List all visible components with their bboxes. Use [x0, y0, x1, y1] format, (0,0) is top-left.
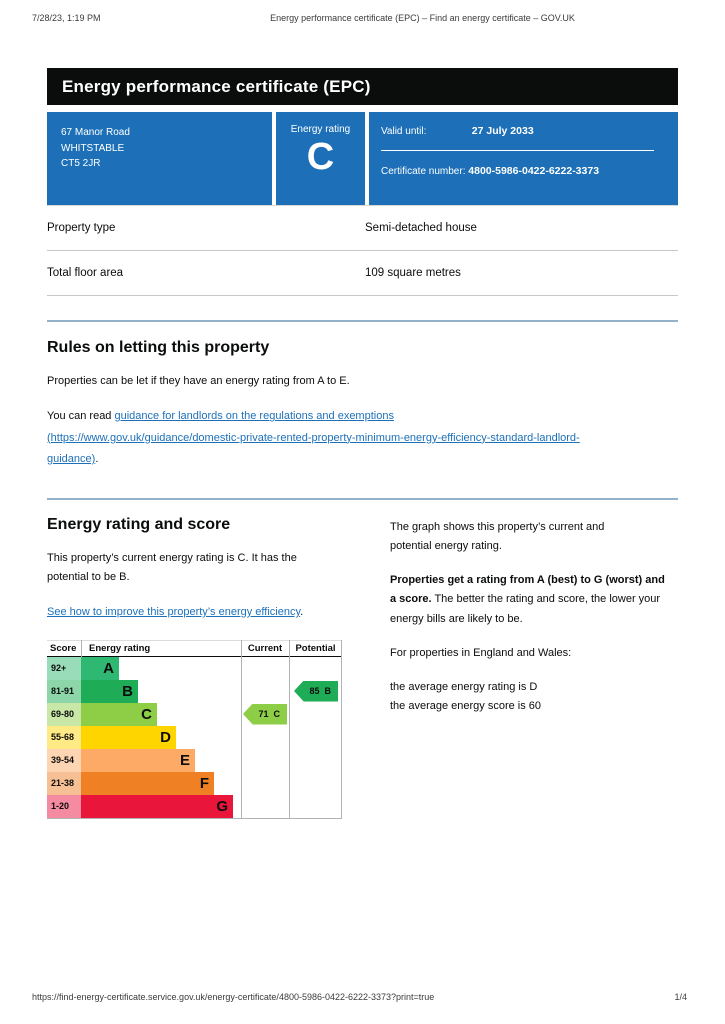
- rating-summary: This property’s current energy rating is…: [47, 551, 297, 583]
- epc-score-range: 81-91: [47, 679, 81, 703]
- rating-section-heading: Energy rating and score: [47, 515, 231, 533]
- epc-band-letter: F: [199, 774, 209, 792]
- epc-band-letter: G: [216, 797, 228, 815]
- epc-band-bar: C: [81, 702, 157, 726]
- page-title: Energy performance certificate (EPC): [62, 76, 371, 96]
- rules-heading: Rules on letting this property: [47, 339, 270, 356]
- epc-rating-chart: Score Energy rating Current Potential 92…: [47, 639, 342, 819]
- floor-area-value: 109 square metres: [365, 267, 461, 279]
- valid-until-date: 27 July 2033: [471, 125, 534, 137]
- epc-band-bar: F: [81, 771, 214, 795]
- epc-band-row-g: 1-20 G: [47, 794, 342, 818]
- epc-band-bar: A: [81, 656, 119, 680]
- graph-description-line-2: potential energy rating.: [390, 539, 502, 552]
- epc-band-row-d: 55-68 D: [47, 725, 342, 749]
- property-summary-table: Property type Semi-detached house Total …: [47, 205, 678, 296]
- property-address: 67 Manor Road WHITSTABLE CT5 2JR: [47, 112, 272, 205]
- epc-chart-header: Score Energy rating Current Potential: [47, 639, 342, 657]
- epc-band-letter: E: [179, 751, 190, 769]
- footer-url: https://find-energy-certificate.service.…: [32, 992, 435, 1002]
- epc-band-row-e: 39-54 E: [47, 748, 342, 772]
- epc-band-letter: D: [160, 728, 171, 746]
- energy-rating-column-header: Energy rating: [89, 642, 151, 654]
- energy-rating-label: Energy rating: [290, 124, 351, 135]
- england-wales-intro: For properties in England and Wales:: [390, 646, 572, 659]
- guidance-link-url-1: (https://www.gov.uk/guidance/domestic-pr…: [47, 431, 580, 444]
- section-divider: [47, 497, 678, 500]
- improve-paragraph: See how to improve this property’s energ…: [47, 602, 309, 623]
- address-line-3: CT5 2JR: [61, 158, 101, 169]
- certificate-summary-box: 67 Manor Road WHITSTABLE CT5 2JR Energy …: [47, 112, 678, 205]
- landlord-guidance-link[interactable]: guidance for landlords on the regulation…: [47, 410, 580, 465]
- column-divider: [241, 639, 242, 818]
- epc-band-letter: C: [141, 705, 152, 723]
- average-rating-line: the average energy rating is D: [390, 681, 538, 694]
- epc-band-row-c: 69-80 C: [47, 702, 342, 726]
- energy-rating-value: C: [306, 136, 335, 178]
- table-row: Total floor area 109 square metres: [47, 251, 678, 296]
- rating-explanation-bold: Properties get a rating from A (best) to…: [390, 574, 665, 606]
- graph-description-line-1: The graph shows this property’s current …: [390, 520, 605, 533]
- improve-suffix: .: [300, 606, 304, 619]
- epc-band-bar: D: [81, 725, 176, 749]
- certificate-number-label: Certificate number:: [381, 166, 466, 177]
- guidance-suffix: .: [95, 453, 99, 466]
- energy-rating-panel: Energy rating C: [276, 112, 365, 205]
- address-line-1: 67 Manor Road: [61, 127, 130, 138]
- guidance-prefix: You can read: [47, 410, 115, 423]
- validity-panel: Valid until: 27 July 2033 Certificate nu…: [369, 112, 678, 205]
- epc-score-range: 1-20: [47, 794, 81, 818]
- epc-score-range: 55-68: [47, 725, 81, 749]
- property-type-value: Semi-detached house: [365, 222, 477, 234]
- rules-paragraph: Properties can be let if they have an en…: [47, 375, 350, 387]
- graph-description: The graph shows this property’s current …: [390, 518, 672, 557]
- epc-band-bar: G: [81, 794, 233, 818]
- column-divider: [289, 639, 290, 818]
- epc-score-range: 92+: [47, 656, 81, 680]
- improve-efficiency-link[interactable]: See how to improve this property’s energ…: [47, 606, 301, 619]
- guidance-link-text: guidance for landlords on the regulation…: [114, 410, 394, 423]
- potential-rating-arrow: 85 B: [294, 680, 338, 702]
- average-score-line: the average energy score is 60: [390, 700, 542, 713]
- epc-band-row-a: 92+ A: [47, 656, 342, 680]
- current-column-header: Current: [247, 642, 283, 654]
- property-type-label: Property type: [47, 222, 116, 234]
- rating-explanation-rest: The better the rating and score, the low…: [390, 593, 661, 625]
- certificate-number: 4800-5986-0422-6222-3373: [468, 165, 600, 177]
- certificate-title-banner: Energy performance certificate (EPC): [47, 68, 678, 105]
- potential-column-header: Potential: [295, 642, 336, 654]
- page-indicator: 1/4: [674, 992, 687, 1002]
- score-column-header: Score: [50, 642, 77, 654]
- guidance-link-url-2: guidance): [47, 453, 96, 466]
- epc-score-range: 21-38: [47, 771, 81, 795]
- browser-print-header: 7/28/23, 1:19 PM Energy performance cert…: [0, 0, 725, 30]
- table-row: Property type Semi-detached house: [47, 206, 678, 251]
- epc-band-row-b: 81-91 B: [47, 679, 342, 703]
- browser-print-footer: https://find-energy-certificate.service.…: [32, 992, 687, 1002]
- epc-band-letter: A: [103, 659, 114, 677]
- epc-band-rows: 92+ A 81-91 B 69-80 C 55-68 D 39-54 E 21-38 F 1-20 G: [47, 656, 342, 818]
- rating-explanation: Properties get a rating from A (best) to…: [390, 571, 672, 629]
- epc-band-letter: B: [122, 682, 133, 700]
- column-divider: [81, 639, 82, 657]
- epc-band-row-f: 21-38 F: [47, 771, 342, 795]
- current-rating-arrow: 71 C: [243, 703, 287, 725]
- panel-divider: [381, 150, 654, 151]
- epc-score-range: 39-54: [47, 748, 81, 772]
- rules-guidance-paragraph: You can read guidance for landlords on t…: [47, 406, 678, 470]
- epc-band-bar: B: [81, 679, 138, 703]
- print-doc-title: Energy performance certificate (EPC) – F…: [270, 13, 575, 23]
- column-divider: [341, 639, 342, 818]
- epc-band-bar: E: [81, 748, 195, 772]
- epc-score-range: 69-80: [47, 702, 81, 726]
- floor-area-label: Total floor area: [47, 267, 124, 279]
- print-datetime: 7/28/23, 1:19 PM: [32, 13, 101, 23]
- section-divider: [47, 320, 678, 322]
- average-stats: the average energy rating is D the averag…: [390, 678, 672, 717]
- address-line-2: WHITSTABLE: [61, 142, 125, 154]
- valid-until-label: Valid until:: [381, 126, 427, 137]
